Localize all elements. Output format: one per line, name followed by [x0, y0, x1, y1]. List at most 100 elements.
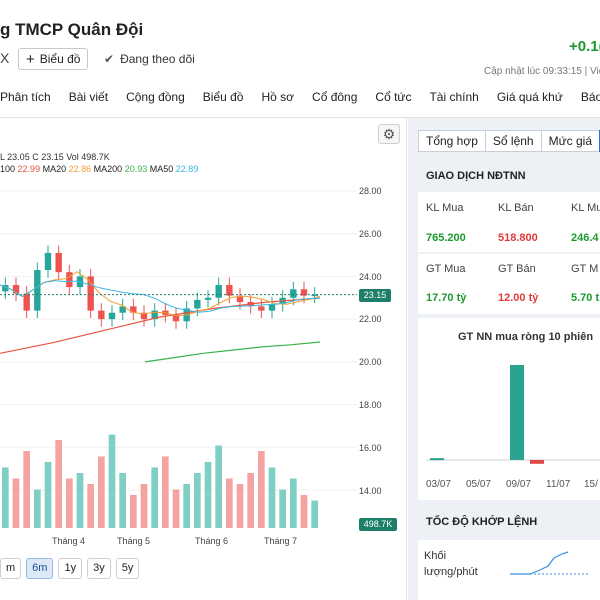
ma20-line — [0, 271, 321, 317]
ndtnn-title: GIAO DỊCH NĐTNN — [426, 170, 526, 182]
y-tick-18: 18.00 — [359, 400, 382, 410]
range-6m-button[interactable]: 6m — [26, 558, 54, 579]
gt-buy2-label: GT M — [571, 263, 599, 275]
nn-card — [418, 318, 600, 500]
update-time: Cập nhật lúc 09:33:15 | Việ — [484, 66, 600, 77]
volume-bar — [162, 456, 169, 528]
candle-body — [300, 289, 308, 296]
tab-price-level[interactable]: Mức giá — [540, 130, 600, 152]
kl-card — [418, 192, 600, 252]
candle-body — [194, 299, 201, 309]
ma20-value: 22.86 — [68, 164, 92, 174]
nn-net-buy-title: GT NN mua ròng 10 phiên — [458, 331, 594, 343]
company-name: g TMCP Quân Đội — [0, 20, 144, 39]
tab-orderbook[interactable]: Sổ lệnh — [484, 130, 542, 152]
y-tick-22: 22.00 — [359, 314, 382, 324]
candle-body — [66, 272, 73, 288]
ma200-value: 20.93 — [124, 164, 148, 174]
last-price-tag: 23.15 — [359, 289, 391, 302]
y-tick-20: 20.00 — [359, 357, 382, 367]
volume-bar — [194, 473, 201, 528]
nav-item-finance[interactable]: Tài chính — [429, 90, 479, 104]
volume-bar — [247, 473, 254, 528]
gt-sell-value: 12.00 tỷ — [498, 292, 539, 304]
candle-body — [140, 312, 148, 320]
kl-sell-value: 518.800 — [498, 232, 538, 244]
candle-body — [23, 293, 30, 311]
check-icon: ✔ — [104, 52, 115, 66]
x-label-month7: Tháng 7 — [264, 536, 298, 546]
follow-toggle[interactable]: ✔ Đang theo dõi — [104, 52, 195, 66]
nn-date-2: 09/07 — [506, 479, 532, 490]
last-volume-tag: 498.7K — [359, 518, 397, 531]
candle-body — [12, 284, 20, 294]
candle-body — [204, 297, 212, 300]
range-5y-button[interactable]: 5y — [115, 558, 140, 579]
nav-item-analysis[interactable]: Phân tích — [0, 90, 51, 104]
nav-item-reports[interactable]: Báo cáo — [580, 90, 600, 104]
ma50-label: MA50 — [149, 164, 174, 174]
volume-bar — [108, 434, 116, 528]
y-tick-28: 28.00 — [359, 186, 382, 196]
volume-bar — [130, 495, 137, 528]
ma200-line — [144, 341, 321, 363]
volume-bar — [34, 489, 41, 528]
volume-bar — [66, 478, 73, 528]
nav-item-history[interactable]: Giá quá khứ — [496, 90, 563, 104]
kl-buy-value: 765.200 — [426, 232, 466, 244]
nav-item-community[interactable]: Cộng đồng — [126, 90, 185, 104]
candle-body — [290, 289, 297, 298]
ma-legend: 100 22.99 MA20 22.86 MA200 20.93 MA50 22… — [0, 164, 198, 174]
nn-bar — [430, 458, 444, 461]
candle-body — [268, 304, 276, 311]
candle-body — [44, 252, 52, 271]
range-1y-button[interactable]: 1y — [58, 558, 83, 579]
x-label-month4: Tháng 4 — [52, 536, 86, 546]
range-m-button[interactable]: m — [0, 558, 22, 579]
ma20-label: MA20 — [42, 164, 67, 174]
volume-bar — [215, 445, 222, 528]
main-nav: Phân tích Bài viết Cộng đồng Biểu đồ Hồ … — [0, 90, 600, 110]
nav-item-chart[interactable]: Biểu đồ — [202, 90, 244, 104]
gt-sell-label: GT Bán — [498, 263, 536, 275]
price-chart[interactable] — [0, 180, 357, 530]
chart-button[interactable]: + Biểu đồ — [18, 48, 89, 70]
nav-divider — [0, 117, 600, 118]
x-label-month6: Tháng 6 — [195, 536, 229, 546]
volume-bar — [258, 451, 265, 528]
ma50-line — [0, 280, 321, 313]
volume-bar — [151, 467, 158, 528]
volume-bar — [87, 484, 94, 528]
nav-item-dividend[interactable]: Cổ tức — [375, 90, 412, 104]
tab-summary[interactable]: Tổng hợp — [418, 130, 486, 152]
nav-item-posts[interactable]: Bài viết — [68, 90, 109, 104]
candle-body — [215, 284, 222, 298]
candle-body — [226, 284, 233, 296]
ma200-label: MA200 — [93, 164, 123, 174]
volume-bar — [226, 478, 233, 528]
volume-bar — [98, 456, 105, 528]
nn-date-3: 11/07 — [546, 479, 571, 490]
gear-icon[interactable]: ⚙ — [378, 124, 400, 144]
speed-chart — [510, 551, 590, 575]
nn-date-4: 15/ — [584, 479, 598, 490]
volume-bar — [204, 462, 212, 528]
nn-net-buy-chart — [426, 365, 600, 464]
speed-title: TỐC ĐỘ KHỚP LỆNH — [426, 516, 538, 528]
gt-buy-value: 17.70 tỷ — [426, 292, 467, 304]
volume-bar — [300, 495, 308, 528]
volume-bar — [172, 489, 180, 528]
range-selector: m 6m 1y 3y 5y — [0, 558, 140, 579]
nav-item-shareholders[interactable]: Cổ đông — [312, 90, 358, 104]
volume-bar — [279, 489, 286, 528]
range-3y-button[interactable]: 3y — [87, 558, 111, 579]
volume-bar — [268, 467, 276, 528]
nav-item-profile[interactable]: Hồ sơ — [261, 90, 295, 104]
kl-sell-label: KL Bán — [498, 202, 534, 214]
follow-label: Đang theo dõi — [120, 52, 195, 66]
ma100-label: 100 — [0, 164, 16, 174]
candle-body — [119, 306, 126, 313]
candle-body — [236, 295, 244, 303]
nn-bar — [510, 365, 524, 460]
